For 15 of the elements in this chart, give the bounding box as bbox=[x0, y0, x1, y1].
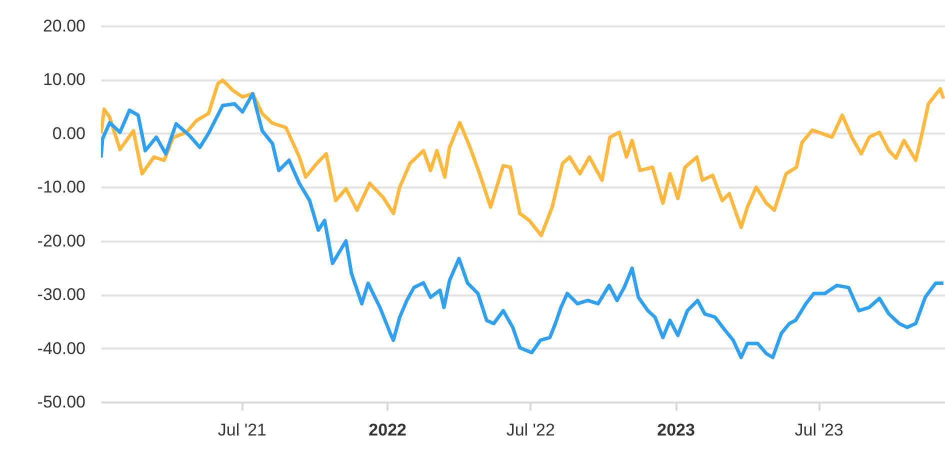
x-tick-label: Jul '23 bbox=[794, 420, 844, 440]
y-tick-label: 10.00 bbox=[42, 70, 86, 90]
line-series bbox=[101, 78, 945, 238]
x-tick-label: 2022 bbox=[368, 420, 406, 440]
x-tick-label: Jul '22 bbox=[506, 420, 555, 440]
y-tick-label: -50.00 bbox=[37, 392, 86, 412]
x-tick-label: Jul '21 bbox=[218, 420, 266, 440]
y-tick-label: 20.00 bbox=[42, 16, 86, 36]
y-tick-label: -40.00 bbox=[37, 338, 86, 358]
y-tick-label: -30.00 bbox=[37, 285, 86, 304]
y-tick-label: -10.00 bbox=[37, 178, 86, 197]
y-tick-label: 0.00 bbox=[52, 124, 86, 143]
line-series bbox=[101, 92, 945, 360]
x-tick-label: 2023 bbox=[657, 420, 695, 440]
y-tick-label: -20.00 bbox=[37, 231, 86, 250]
